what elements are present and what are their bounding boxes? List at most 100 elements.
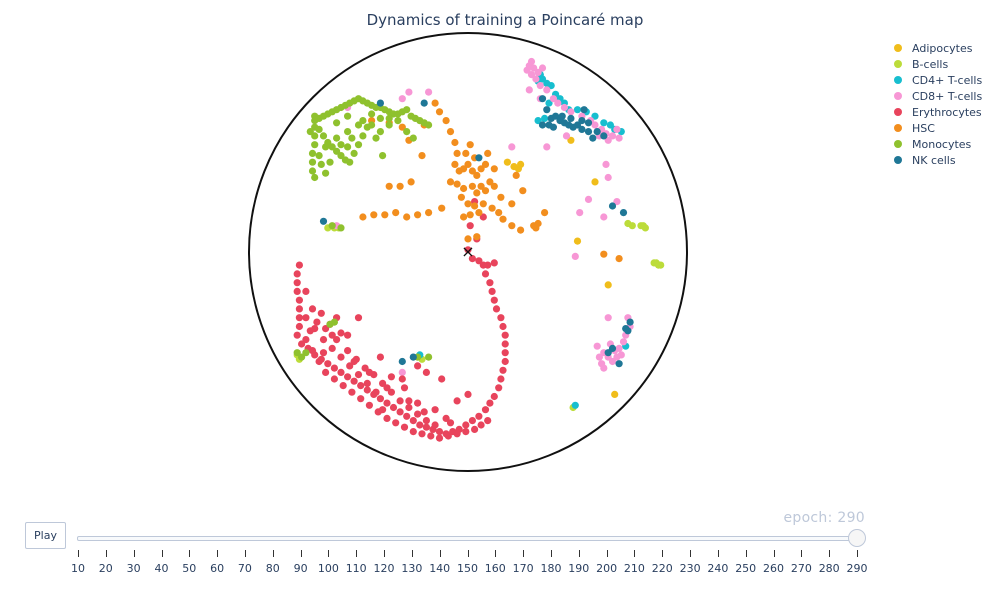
- point-erythrocytes-22: [468, 417, 476, 425]
- point-erythrocytes-86: [346, 362, 354, 370]
- legend-item-hsc[interactable]: HSC: [890, 120, 982, 136]
- slider-tick-label[interactable]: 60: [210, 562, 225, 575]
- legend-item-b-cells[interactable]: B-cells: [890, 56, 982, 72]
- point-erythrocytes-110: [405, 397, 413, 405]
- point-hsc-33: [495, 209, 503, 217]
- point-cd8-t-cells-50: [584, 195, 593, 203]
- slider-tick-label[interactable]: 290: [846, 562, 868, 575]
- point-hsc-54: [398, 123, 406, 131]
- point-erythrocytes-32: [403, 412, 411, 420]
- slider-tick-label[interactable]: 240: [707, 562, 729, 575]
- slider-tick-label[interactable]: 190: [568, 562, 590, 575]
- point-monocytes-44: [359, 132, 367, 140]
- legend-item-nk-cells[interactable]: NK cells: [890, 152, 982, 168]
- slider-tick-label[interactable]: 120: [373, 562, 395, 575]
- point-hsc-27: [471, 202, 479, 210]
- slider-tick-label[interactable]: 230: [679, 562, 701, 575]
- point-erythrocytes-114: [453, 397, 461, 405]
- point-nk-cells-1: [543, 106, 551, 114]
- slider-tick: [634, 550, 636, 557]
- point-monocytes-37: [328, 143, 336, 151]
- point-nk-cells-33: [409, 353, 417, 361]
- slider-tick-label[interactable]: 180: [540, 562, 562, 575]
- point-erythrocytes-121: [398, 375, 406, 383]
- point-monocytes-52: [322, 169, 330, 177]
- point-erythrocytes-20: [481, 406, 490, 414]
- slider-tick-label[interactable]: 200: [596, 562, 618, 575]
- slider-tick-label[interactable]: 150: [457, 562, 478, 575]
- slider-tick-label[interactable]: 10: [71, 562, 85, 575]
- point-monocytes-38: [333, 147, 341, 155]
- slider-tick-label[interactable]: 50: [182, 562, 197, 575]
- slider-tick-label[interactable]: 80: [265, 562, 280, 575]
- slider-tick: [356, 550, 358, 557]
- point-hsc-10: [468, 167, 476, 175]
- point-adipocytes-3: [567, 136, 575, 144]
- slider-tick-label[interactable]: 110: [345, 562, 367, 575]
- legend-label: HSC: [912, 121, 935, 135]
- legend-item-erythrocytes[interactable]: Erythrocytes: [890, 104, 982, 120]
- point-erythrocytes-30: [416, 421, 424, 429]
- point-erythrocytes-117: [344, 331, 352, 339]
- slider-tick: [467, 550, 469, 557]
- slider-tick-label[interactable]: 20: [98, 562, 113, 575]
- slider-tick: [829, 550, 831, 557]
- slider-rail[interactable]: [77, 536, 857, 541]
- slider-tick-label[interactable]: 160: [484, 562, 506, 575]
- slider-tick-label[interactable]: 90: [293, 562, 308, 575]
- point-erythrocytes-18: [490, 392, 498, 401]
- slider-tick-label[interactable]: 280: [818, 562, 840, 575]
- point-erythrocytes-11: [501, 331, 509, 339]
- legend-item-adipocytes[interactable]: Adipocytes: [890, 40, 982, 56]
- slider-tick: [411, 550, 413, 557]
- slider-tick: [773, 550, 775, 557]
- point-cd8-t-cells-34: [619, 338, 628, 346]
- point-adipocytes-1: [510, 163, 518, 171]
- point-monocytes-32: [308, 167, 317, 175]
- point-hsc-13: [481, 160, 490, 168]
- point-hsc-42: [425, 209, 433, 217]
- slider-tick-label[interactable]: 210: [623, 562, 645, 575]
- point-erythrocytes-79: [477, 421, 485, 429]
- slider-tick-label[interactable]: 270: [790, 562, 812, 575]
- point-erythrocytes-78: [471, 425, 479, 433]
- slider-tick-label[interactable]: 100: [317, 562, 339, 575]
- legend-item-cd4-t-cells[interactable]: CD4+ T-cells: [890, 72, 982, 88]
- point-cd4-t-cells-3: [547, 82, 555, 90]
- point-erythrocytes-56: [293, 270, 301, 278]
- point-hsc-2: [442, 117, 450, 125]
- point-erythrocytes-105: [431, 421, 439, 429]
- legend-item-cd8-t-cells[interactable]: CD8+ T-cells: [890, 88, 982, 104]
- point-hsc-1: [435, 108, 444, 116]
- poincare-disk-boundary: [248, 32, 688, 472]
- point-erythrocytes-137: [479, 213, 487, 221]
- slider-tick-label[interactable]: 220: [651, 562, 673, 575]
- slider-handle[interactable]: [848, 529, 866, 547]
- slider-tick: [690, 550, 692, 557]
- slider-tick-label[interactable]: 40: [154, 562, 169, 575]
- point-hsc-3: [446, 128, 455, 136]
- play-button[interactable]: Play: [25, 522, 66, 549]
- slider-tick-label[interactable]: 30: [126, 562, 141, 575]
- point-erythrocytes-14: [501, 357, 509, 366]
- point-hsc-34: [499, 215, 507, 223]
- point-erythrocytes-16: [497, 375, 505, 383]
- slider-tick-label[interactable]: 140: [429, 562, 451, 575]
- point-erythrocytes-122: [420, 408, 428, 416]
- point-monocytes-33: [311, 173, 319, 182]
- point-monocytes-53: [326, 158, 334, 166]
- point-cd8-t-cells-22: [604, 136, 612, 144]
- point-cd4-t-cells-8: [573, 106, 582, 114]
- legend-item-monocytes[interactable]: Monocytes: [890, 136, 982, 152]
- point-hsc-57: [497, 193, 505, 201]
- slider-tick-label[interactable]: 70: [237, 562, 252, 575]
- point-monocytes-60: [394, 117, 402, 125]
- point-erythrocytes-90: [302, 287, 310, 295]
- slider-tick-label[interactable]: 260: [763, 562, 784, 575]
- slider-tick-label[interactable]: 250: [735, 562, 757, 575]
- point-cd8-t-cells-41: [595, 353, 604, 361]
- slider-tick-label[interactable]: 170: [512, 562, 534, 575]
- slider-tick-label[interactable]: 130: [401, 562, 423, 575]
- legend-swatch: [894, 140, 902, 148]
- point-hsc-44: [403, 213, 411, 221]
